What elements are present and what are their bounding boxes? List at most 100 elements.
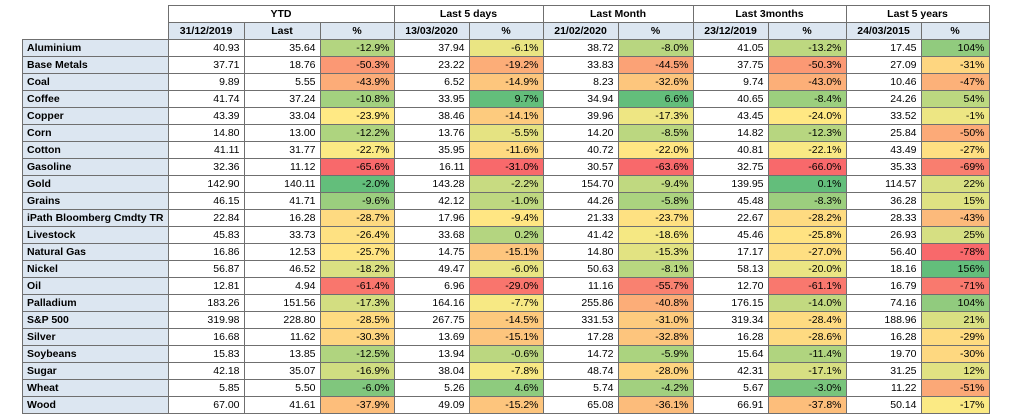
5y-base-cell: 27.09 bbox=[845, 56, 922, 74]
table-row: Corn 14.80 13.00 -12.2% 13.76 -5.5% 14.20 -8.5%… bbox=[22, 124, 990, 142]
5d-pct-cell: -15.1% bbox=[468, 243, 544, 261]
table-row: S&P 500 319.98 228.80 -28.5% 267.75 -14.5% 331… bbox=[22, 311, 990, 329]
5d-base-cell: 164.16 bbox=[393, 294, 470, 312]
month-pct-cell: -8.0% bbox=[617, 39, 694, 57]
3m-pct-cell: -43.0% bbox=[767, 73, 847, 91]
table-row: Sugar 42.18 35.07 -16.9% 38.04 -7.8% 48.74 -28.… bbox=[22, 362, 990, 380]
5d-base-cell: 33.95 bbox=[393, 90, 470, 108]
last-value-cell: 33.04 bbox=[243, 107, 321, 125]
last-value-cell: 5.55 bbox=[243, 73, 321, 91]
table-row: Palladium 183.26 151.56 -17.3% 164.16 -7.7% 25… bbox=[22, 294, 990, 312]
table-row: Gasoline 32.36 11.12 -65.6% 16.11 -31.0% 30.57… bbox=[22, 158, 990, 176]
month-base-cell: 8.23 bbox=[542, 73, 619, 91]
ytd-pct-cell: -16.9% bbox=[319, 362, 395, 380]
last-value-cell: 11.12 bbox=[243, 158, 321, 176]
row-name-cell: Copper bbox=[22, 107, 169, 125]
ytd-base-cell: 16.86 bbox=[167, 243, 245, 261]
3m-base-cell: 40.81 bbox=[692, 141, 769, 159]
5y-pct-cell: 22% bbox=[920, 175, 990, 193]
ytd-base-cell: 319.98 bbox=[167, 311, 245, 329]
month-base-cell: 33.83 bbox=[542, 56, 619, 74]
group-header-row: YTD Last 5 days Last Month Last 3months … bbox=[22, 5, 990, 23]
5y-base-cell: 33.52 bbox=[845, 107, 922, 125]
ytd-base-cell: 41.11 bbox=[167, 141, 245, 159]
last-value-cell: 13.00 bbox=[243, 124, 321, 142]
5d-base-cell: 6.52 bbox=[393, 73, 470, 91]
3m-pct-cell: -28.6% bbox=[767, 328, 847, 346]
3m-pct-cell: -28.2% bbox=[767, 209, 847, 227]
5d-base-cell: 33.68 bbox=[393, 226, 470, 244]
3m-pct-cell: -25.8% bbox=[767, 226, 847, 244]
last-value-cell: 18.76 bbox=[243, 56, 321, 74]
5y-base-cell: 28.33 bbox=[845, 209, 922, 227]
5d-pct-cell: -14.9% bbox=[468, 73, 544, 91]
table-row: Silver 16.68 11.62 -30.3% 13.69 -15.1% 17.28 -3… bbox=[22, 328, 990, 346]
table-row: Wood 67.00 41.61 -37.9% 49.09 -15.2% 65.08 -36.… bbox=[22, 396, 990, 414]
last-value-cell: 35.64 bbox=[243, 39, 321, 57]
5y-base-cell: 16.28 bbox=[845, 328, 922, 346]
5d-base-cell: 13.94 bbox=[393, 345, 470, 363]
month-base-cell: 255.86 bbox=[542, 294, 619, 312]
5y-base-cell: 26.93 bbox=[845, 226, 922, 244]
subheader-5d-date: 13/03/2020 bbox=[393, 22, 470, 40]
3m-base-cell: 14.82 bbox=[692, 124, 769, 142]
5y-pct-cell: -43% bbox=[920, 209, 990, 227]
5y-base-cell: 11.22 bbox=[845, 379, 922, 397]
month-pct-cell: -22.0% bbox=[617, 141, 694, 159]
row-name-cell: Grains bbox=[22, 192, 169, 210]
month-pct-cell: -17.3% bbox=[617, 107, 694, 125]
ytd-pct-cell: -26.4% bbox=[319, 226, 395, 244]
group-last-5-days: Last 5 days bbox=[393, 5, 544, 23]
month-pct-cell: -8.5% bbox=[617, 124, 694, 142]
5d-pct-cell: -31.0% bbox=[468, 158, 544, 176]
5d-base-cell: 49.09 bbox=[393, 396, 470, 414]
5y-base-cell: 50.14 bbox=[845, 396, 922, 414]
corner-blank-2 bbox=[22, 22, 169, 40]
5y-pct-cell: 12% bbox=[920, 362, 990, 380]
ytd-base-cell: 32.36 bbox=[167, 158, 245, 176]
3m-base-cell: 32.75 bbox=[692, 158, 769, 176]
3m-pct-cell: -12.3% bbox=[767, 124, 847, 142]
5y-pct-cell: -27% bbox=[920, 141, 990, 159]
table-row: Wheat 5.85 5.50 -6.0% 5.26 4.6% 5.74 -4.2% 5.67-… bbox=[22, 379, 990, 397]
5d-pct-cell: 0.2% bbox=[468, 226, 544, 244]
row-name-cell: Cotton bbox=[22, 141, 169, 159]
table-row: Oil 12.81 4.94 -61.4% 6.96 -29.0% 11.16 -55.7% 1… bbox=[22, 277, 990, 295]
ytd-pct-cell: -6.0% bbox=[319, 379, 395, 397]
month-pct-cell: -44.5% bbox=[617, 56, 694, 74]
5y-pct-cell: -1% bbox=[920, 107, 990, 125]
month-pct-cell: -5.8% bbox=[617, 192, 694, 210]
group-ytd: YTD bbox=[167, 5, 395, 23]
5d-pct-cell: -7.7% bbox=[468, 294, 544, 312]
3m-base-cell: 58.13 bbox=[692, 260, 769, 278]
5d-base-cell: 37.94 bbox=[393, 39, 470, 57]
ytd-base-cell: 9.89 bbox=[167, 73, 245, 91]
month-pct-cell: -55.7% bbox=[617, 277, 694, 295]
5d-base-cell: 13.69 bbox=[393, 328, 470, 346]
ytd-pct-cell: -12.2% bbox=[319, 124, 395, 142]
3m-base-cell: 41.05 bbox=[692, 39, 769, 57]
month-base-cell: 14.80 bbox=[542, 243, 619, 261]
table-row: Livestock 45.83 33.73 -26.4% 33.68 0.2% 41.42-… bbox=[22, 226, 990, 244]
5d-pct-cell: -6.1% bbox=[468, 39, 544, 57]
3m-pct-cell: -8.4% bbox=[767, 90, 847, 108]
last-value-cell: 37.24 bbox=[243, 90, 321, 108]
month-pct-cell: -28.0% bbox=[617, 362, 694, 380]
table-row: Grains 46.15 41.71 -9.6% 42.12 -1.0% 44.26 -5.8… bbox=[22, 192, 990, 210]
month-pct-cell: -32.8% bbox=[617, 328, 694, 346]
last-value-cell: 41.61 bbox=[243, 396, 321, 414]
row-name-cell: Coffee bbox=[22, 90, 169, 108]
ytd-base-cell: 67.00 bbox=[167, 396, 245, 414]
5y-base-cell: 25.84 bbox=[845, 124, 922, 142]
5d-base-cell: 38.04 bbox=[393, 362, 470, 380]
5d-pct-cell: -29.0% bbox=[468, 277, 544, 295]
ytd-base-cell: 12.81 bbox=[167, 277, 245, 295]
5y-pct-cell: -51% bbox=[920, 379, 990, 397]
month-base-cell: 50.63 bbox=[542, 260, 619, 278]
5y-pct-cell: 15% bbox=[920, 192, 990, 210]
ytd-pct-cell: -65.6% bbox=[319, 158, 395, 176]
month-base-cell: 14.72 bbox=[542, 345, 619, 363]
5y-pct-cell: -17% bbox=[920, 396, 990, 414]
table-row: iPath Bloomberg Cmdty TR 22.84 16.28 -28.7%… bbox=[22, 209, 990, 227]
5y-pct-cell: 21% bbox=[920, 311, 990, 329]
